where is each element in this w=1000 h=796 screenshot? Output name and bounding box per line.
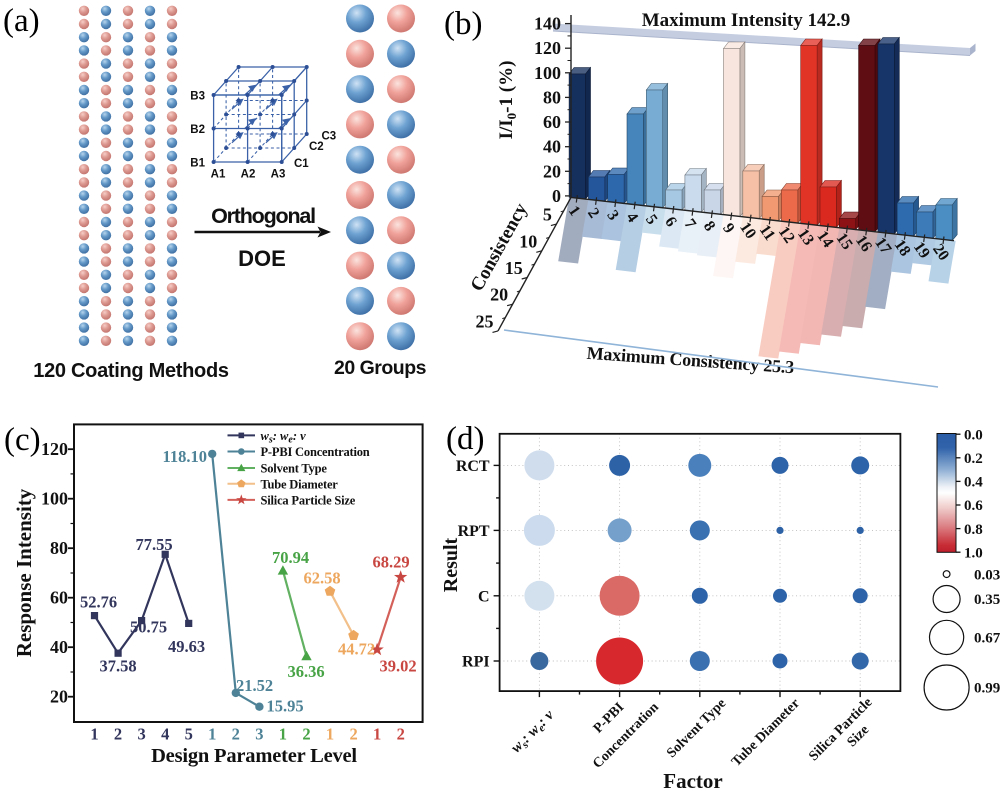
- svg-text:Design Parameter Level: Design Parameter Level: [151, 745, 357, 767]
- svg-text:10: 10: [519, 231, 537, 251]
- svg-text:120: 120: [534, 38, 561, 58]
- svg-text:(d): (d): [446, 421, 484, 457]
- svg-text:80: 80: [543, 87, 561, 107]
- svg-text:3: 3: [255, 725, 263, 744]
- svg-text:2: 2: [114, 725, 122, 744]
- svg-text:0.99: 0.99: [974, 681, 1000, 697]
- svg-text:0.67: 0.67: [974, 631, 1000, 647]
- svg-text:77.55: 77.55: [135, 535, 172, 554]
- svg-text:(c): (c): [4, 422, 41, 458]
- svg-text:52.76: 52.76: [80, 593, 117, 612]
- svg-text:RPI: RPI: [462, 654, 490, 671]
- svg-text:60: 60: [50, 588, 68, 608]
- svg-text:18: 18: [891, 237, 914, 260]
- svg-text:1: 1: [90, 725, 98, 744]
- svg-text:16: 16: [852, 232, 875, 255]
- svg-text:A1: A1: [211, 169, 226, 181]
- svg-text:36.36: 36.36: [287, 662, 324, 681]
- svg-text:2: 2: [349, 725, 357, 744]
- svg-text:Response Intensity: Response Intensity: [12, 488, 36, 657]
- svg-text:70.94: 70.94: [272, 548, 309, 567]
- svg-text:118.10: 118.10: [163, 447, 207, 466]
- svg-text:2: 2: [232, 725, 240, 744]
- svg-text:120 Coating Methods: 120 Coating Methods: [33, 360, 229, 382]
- svg-text:A3: A3: [271, 169, 286, 181]
- svg-text:140: 140: [534, 14, 561, 34]
- svg-text:5: 5: [543, 205, 552, 225]
- svg-text:20 Groups: 20 Groups: [334, 357, 427, 379]
- svg-text:Solvent Type: Solvent Type: [261, 462, 328, 476]
- svg-text:80: 80: [50, 538, 68, 558]
- svg-text:21.52: 21.52: [236, 676, 273, 695]
- svg-text:15: 15: [505, 258, 523, 278]
- svg-text:68.29: 68.29: [372, 553, 409, 572]
- svg-text:15: 15: [833, 230, 856, 253]
- svg-text:ws: we: ν: ws: we: ν: [261, 429, 307, 446]
- svg-text:0.6: 0.6: [964, 498, 983, 514]
- svg-text:RPT: RPT: [458, 523, 490, 540]
- svg-text:RCT: RCT: [456, 458, 490, 475]
- svg-text:2: 2: [302, 725, 310, 744]
- svg-text:25: 25: [476, 311, 494, 331]
- svg-text:C: C: [478, 588, 490, 605]
- svg-text:DOE: DOE: [238, 246, 286, 271]
- svg-text:20: 20: [929, 241, 952, 264]
- svg-text:1: 1: [373, 725, 381, 744]
- svg-text:B2: B2: [190, 124, 205, 136]
- svg-text:20: 20: [490, 285, 508, 305]
- svg-text:(a): (a): [3, 3, 40, 39]
- svg-text:Maximum Intensity 142.9: Maximum Intensity 142.9: [642, 10, 850, 31]
- svg-text:2: 2: [397, 725, 405, 744]
- svg-text:C3: C3: [322, 131, 337, 143]
- svg-text:0.0: 0.0: [964, 427, 983, 443]
- svg-text:37.58: 37.58: [99, 657, 136, 676]
- svg-text:12: 12: [775, 224, 798, 247]
- svg-text:3: 3: [137, 725, 145, 744]
- svg-text:C2: C2: [309, 141, 324, 153]
- svg-text:14: 14: [813, 228, 836, 251]
- svg-text:0.35: 0.35: [974, 592, 1000, 608]
- svg-text:C1: C1: [294, 158, 309, 170]
- svg-text:13: 13: [794, 226, 817, 249]
- svg-text:P-PBI Concentration: P-PBI Concentration: [261, 445, 370, 459]
- svg-text:19: 19: [910, 239, 933, 262]
- svg-text:100: 100: [534, 63, 561, 83]
- svg-text:50.75: 50.75: [130, 618, 167, 637]
- svg-text:A2: A2: [241, 169, 256, 181]
- svg-text:Orthogonal: Orthogonal: [211, 204, 315, 228]
- svg-text:B1: B1: [190, 158, 205, 170]
- svg-text:20: 20: [50, 687, 68, 707]
- svg-text:40: 40: [543, 137, 561, 157]
- svg-text:120: 120: [41, 439, 68, 459]
- svg-text:1: 1: [208, 725, 216, 744]
- svg-text:100: 100: [41, 489, 68, 509]
- svg-text:20: 20: [543, 161, 561, 181]
- svg-text:0: 0: [552, 186, 561, 206]
- svg-text:15.95: 15.95: [267, 697, 304, 716]
- svg-text:62.58: 62.58: [303, 569, 340, 588]
- svg-text:10: 10: [736, 219, 759, 242]
- svg-text:44.72: 44.72: [338, 640, 375, 659]
- svg-text:40: 40: [50, 637, 68, 657]
- svg-text:Silica Particle Size: Silica Particle Size: [261, 493, 356, 507]
- svg-text:49.63: 49.63: [168, 637, 205, 656]
- svg-text:Factor: Factor: [663, 769, 722, 791]
- svg-text:0.8: 0.8: [964, 522, 983, 538]
- svg-text:1.0: 1.0: [964, 545, 983, 561]
- svg-text:60: 60: [543, 112, 561, 132]
- svg-text:4: 4: [161, 725, 169, 744]
- svg-text:5: 5: [185, 725, 193, 744]
- svg-text:1: 1: [326, 725, 334, 744]
- svg-text:1: 1: [279, 725, 287, 744]
- svg-text:0.2: 0.2: [964, 451, 983, 467]
- svg-text:Tube Diameter: Tube Diameter: [261, 477, 339, 491]
- svg-text:17: 17: [871, 234, 894, 257]
- svg-text:0.03: 0.03: [974, 567, 1000, 583]
- svg-text:B3: B3: [190, 91, 205, 103]
- svg-text:I/I0-1 (%): I/I0-1 (%): [496, 61, 519, 140]
- svg-text:Result: Result: [440, 537, 462, 592]
- svg-text:0.4: 0.4: [964, 475, 983, 491]
- svg-text:39.02: 39.02: [379, 657, 416, 676]
- svg-text:(b): (b): [444, 6, 482, 42]
